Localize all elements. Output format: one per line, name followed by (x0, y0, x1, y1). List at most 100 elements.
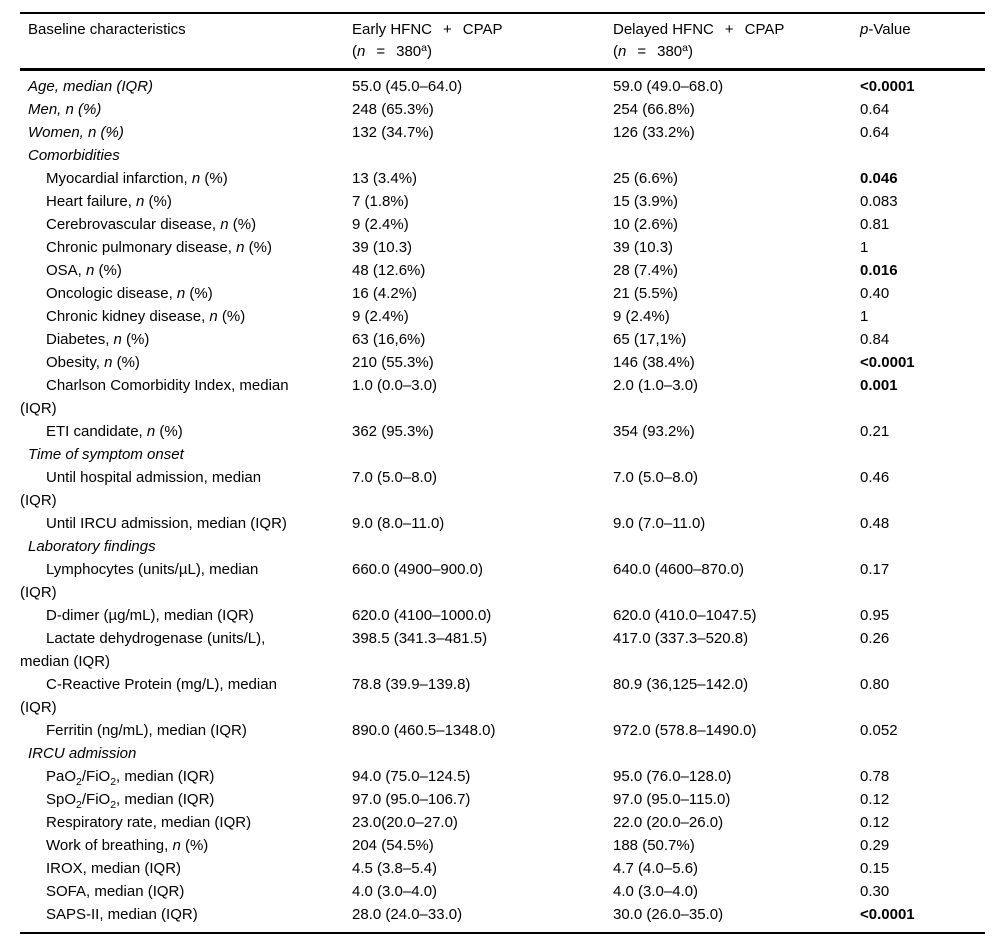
text-segment: Lactate dehydrogenase (units/L), (46, 630, 266, 647)
value-delayed-group: 30.0 (26.0–35.0) (613, 906, 724, 923)
value-early-group: 9 (2.4%) (352, 308, 409, 325)
column-header-delayed-hfnc-cpap: Delayed HFNC + CPAP (n = 380a) (613, 19, 860, 63)
text-segment: median (IQR) (20, 653, 111, 670)
p-value: 0.81 (860, 216, 890, 233)
text-segment: n (86, 262, 95, 279)
value-early-group: 23.0(20.0–27.0) (352, 814, 458, 831)
row-label: Charlson Comorbidity Index, median (IQR) (20, 374, 352, 420)
value-early-group: 210 (55.3%) (352, 354, 434, 371)
value-delayed-group: 4.7 (4.0–5.6) (613, 860, 699, 877)
value-delayed-group: 620.0 (410.0–1047.5) (613, 607, 757, 624)
row-label: Lactate dehydrogenase (units/L), median (… (20, 627, 352, 673)
value-delayed-group: 417.0 (337.3–520.8) (613, 630, 749, 647)
value-delayed-group: 97.0 (95.0–115.0) (613, 791, 731, 808)
value-early-group: 39 (10.3) (352, 239, 413, 256)
text-segment: CPAP (744, 21, 785, 38)
section-row: IRCU admission (20, 742, 985, 765)
table-row: Chronic pulmonary disease, n (%) 39 (10.3… (20, 236, 985, 259)
text-segment: a (421, 42, 427, 54)
text-segment: Laboratory findings (28, 538, 156, 555)
value-delayed-group: 80.9 (36,125–142.0) (613, 676, 749, 693)
text-segment: ( (613, 43, 618, 60)
text-segment: (%) (121, 331, 150, 348)
text-segment: (%) (185, 285, 213, 302)
text-segment: (%) (180, 837, 209, 854)
p-value: 0.052 (860, 722, 898, 739)
p-value: 0.40 (860, 285, 890, 302)
section-row: Comorbidities (20, 144, 985, 167)
text-segment: 380 (657, 43, 683, 60)
value-delayed-group: 972.0 (578.8–1490.0) (613, 722, 757, 739)
text-segment: n (191, 170, 201, 187)
text-segment: + (724, 21, 734, 38)
text-segment: Respiratory rate, median (IQR) (46, 814, 252, 831)
text-segment: n (172, 837, 181, 854)
text-segment: p (860, 21, 869, 38)
column-header-early-line1: Early HFNC + CPAP (352, 19, 613, 41)
text-segment: n (209, 308, 218, 325)
row-label: Oncologic disease, n (%) (20, 282, 352, 305)
text-segment: Chronic pulmonary disease, (46, 239, 237, 256)
value-delayed-group: 126 (33.2%) (613, 124, 695, 141)
row-label: Comorbidities (20, 144, 352, 167)
value-early-group: 890.0 (460.5–1348.0) (352, 722, 496, 739)
value-delayed-group: 21 (5.5%) (613, 285, 679, 302)
table-header-row: Baseline characteristics Early HFNC + CPAP… (20, 12, 985, 71)
text-segment: OSA, (46, 262, 87, 279)
table-row: Obesity, n (%) 210 (55.3%) 146 (38.4%) <0.0… (20, 351, 985, 374)
text-segment: Obesity, (46, 354, 105, 371)
value-delayed-group: 188 (50.7%) (613, 837, 695, 854)
text-segment: n (236, 239, 245, 256)
table-row: Until hospital admission, median (IQR) 7.0… (20, 466, 985, 512)
p-value: 0.046 (860, 170, 898, 187)
p-value: 0.21 (860, 423, 890, 440)
text-segment: = (637, 43, 647, 60)
text-segment: (IQR) (20, 400, 57, 417)
row-label: Laboratory findings (20, 535, 352, 558)
row-label: Time of symptom onset (20, 443, 352, 466)
value-early-group: 362 (95.3%) (352, 423, 434, 440)
p-value: 0.64 (860, 101, 890, 118)
text-segment: (IQR) (20, 584, 57, 601)
text-segment: ETI candidate, (46, 423, 147, 440)
row-label: PaO2/FiO2, median (IQR) (20, 765, 352, 788)
row-label: Obesity, n (%) (20, 351, 352, 374)
text-segment: Myocardial infarction, (46, 170, 192, 187)
text-segment: Cerebrovascular disease, (46, 216, 221, 233)
text-segment: Chronic kidney disease, (46, 308, 210, 325)
text-segment: D-dimer (µg/mL), median (IQR) (46, 607, 254, 624)
value-early-group: 28.0 (24.0–33.0) (352, 906, 463, 923)
text-segment: Men, n (%) (28, 101, 102, 118)
p-value: 0.64 (860, 124, 890, 141)
section-row: Time of symptom onset (20, 443, 985, 466)
text-segment: Time of symptom onset (28, 446, 184, 463)
text-segment: Charlson Comorbidity Index, median (46, 377, 289, 394)
table-row: ETI candidate, n (%) 362 (95.3%) 354 (93.2… (20, 420, 985, 443)
column-header-delayed-line2: (n = 380a) (613, 41, 860, 63)
p-value: 0.78 (860, 768, 890, 785)
value-early-group: 4.0 (3.0–4.0) (352, 883, 438, 900)
text-segment: Oncologic disease, (46, 285, 177, 302)
row-label: Until IRCU admission, median (IQR) (20, 512, 352, 535)
value-early-group: 132 (34.7%) (352, 124, 434, 141)
value-early-group: 7 (1.8%) (352, 193, 409, 210)
table-row: Oncologic disease, n (%) 16 (4.2%) 21 (5.5… (20, 282, 985, 305)
table-row: D-dimer (µg/mL), median (IQR) 620.0 (4100… (20, 604, 985, 627)
table-row: Lymphocytes (units/µL), median (IQR) 660.0… (20, 558, 985, 604)
text-segment: Women, n (%) (28, 124, 124, 141)
text-segment: = (376, 43, 386, 60)
value-early-group: 16 (4.2%) (352, 285, 418, 302)
value-delayed-group: 39 (10.3) (613, 239, 674, 256)
row-label: D-dimer (µg/mL), median (IQR) (20, 604, 352, 627)
p-value: 0.12 (860, 791, 890, 808)
table-row: Ferritin (ng/mL), median (IQR) 890.0 (460… (20, 719, 985, 742)
text-segment: IRCU admission (28, 745, 137, 762)
table-row: Men, n (%) 248 (65.3%) 254 (66.8%) 0.64 (20, 98, 985, 121)
text-segment: n (104, 354, 113, 371)
text-segment: Work of breathing, (46, 837, 173, 854)
text-segment: (IQR) (20, 492, 57, 509)
column-header-p-value: p-Value (860, 19, 985, 41)
text-segment: -Value (868, 21, 911, 38)
row-label: Diabetes, n (%) (20, 328, 352, 351)
